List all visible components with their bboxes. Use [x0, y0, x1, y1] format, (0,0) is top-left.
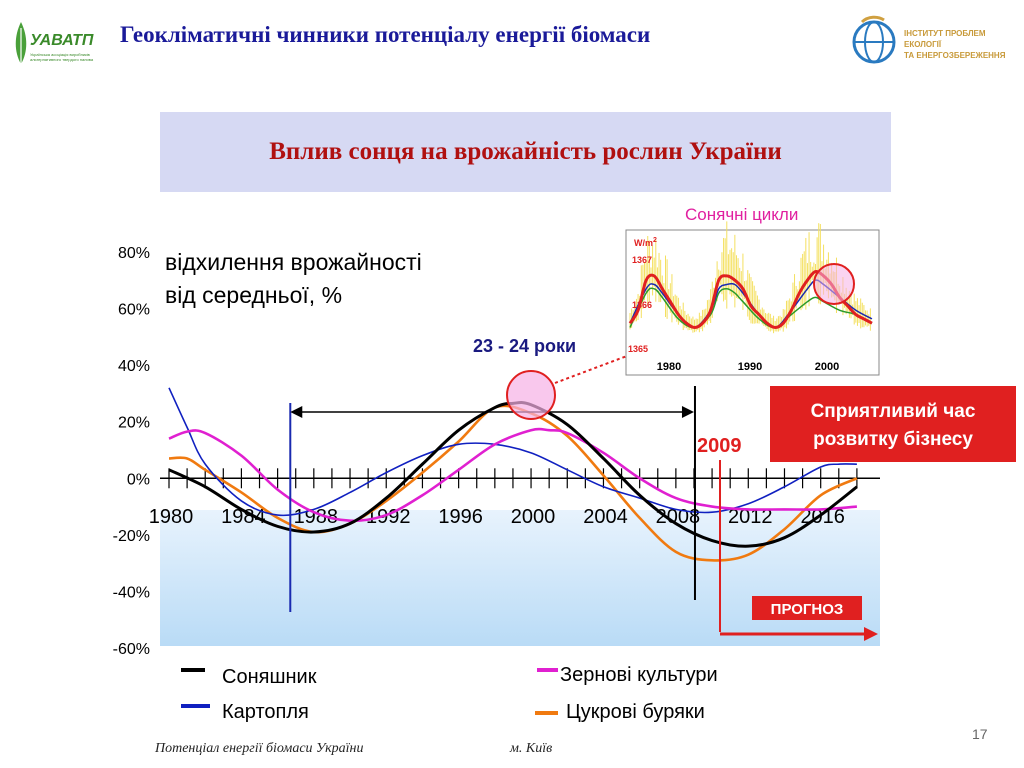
x-tick-label: 2000: [511, 506, 556, 528]
series-potato: [168, 387, 857, 517]
x-tick-label: 1980: [149, 506, 194, 528]
solar-x-tick-label: 2000: [815, 361, 839, 373]
x-tick-label: 1992: [366, 506, 411, 528]
y-tick-label: -40%: [113, 584, 150, 601]
y-tick-label: 40%: [118, 358, 150, 375]
globe-icon: [852, 15, 896, 64]
logo-right-line1: ІНСТИТУТ ПРОБЛЕМ ЕКОЛОГІЇ: [904, 29, 986, 49]
solar-max-highlight: [813, 263, 855, 305]
year-2009-label: 2009: [697, 435, 742, 457]
forecast-badge-label: ПРОГНОЗ: [771, 601, 844, 618]
favorable-time-label: розвитку бізнесу: [813, 429, 973, 450]
solar-y-tick-label: 1366: [632, 300, 652, 310]
legend-label-sunflower: Соняшник: [222, 666, 317, 688]
x-tick-label: 1996: [438, 506, 483, 528]
y-tick-label: 20%: [118, 415, 150, 432]
x-tick-label: 2012: [728, 506, 773, 528]
institute-logo: ІНСТИТУТ ПРОБЛЕМ ЕКОЛОГІЇ ТА ЕНЕРГОЗБЕРЕ…: [848, 14, 1024, 66]
x-tick-label: 2004: [583, 506, 628, 528]
solar-y-tick-label: 1367: [632, 255, 652, 265]
favorable-time-box: [770, 386, 1016, 462]
favorable-time-label: Сприятливий час: [811, 401, 976, 422]
negative-zone-background: [160, 510, 880, 646]
solar-cycles-title: Сонячні цикли: [685, 205, 798, 224]
uavatp-logo: УАВАТП Українська асоціація виробників а…: [8, 14, 104, 66]
y-tick-label: -20%: [113, 528, 150, 545]
cycle-length-label: 23 - 24 роки: [473, 336, 576, 356]
banner-title: Вплив сонця на врожайність рослин Україн…: [269, 138, 782, 165]
legend-label-sugar-beet: Цукрові буряки: [566, 701, 705, 723]
leaf-icon: [15, 22, 27, 64]
legend-label-potato: Картопля: [222, 701, 309, 723]
forecast-arrowhead: [864, 627, 878, 641]
logo-left-brand: УАВАТП: [30, 32, 94, 49]
solar-y-tick-label: 1365: [628, 344, 648, 354]
series-grains: [168, 427, 857, 523]
footer-right: м. Київ: [510, 741, 553, 756]
solar-unit-label: W/m2: [634, 237, 657, 248]
solar-x-tick-label: 1990: [738, 361, 762, 373]
y-tick-label: -60%: [113, 641, 150, 658]
page-number: 17: [972, 726, 988, 742]
cycle-arrow-left: [290, 406, 303, 418]
legend-item-sugar-beet: Цукрові буряки: [535, 701, 705, 723]
subtitle-banner: [160, 112, 891, 192]
legend-item-potato: Картопля: [181, 701, 309, 723]
x-tick-label: 1984: [221, 506, 266, 528]
page-title: Геокліматичні чинники потенціалу енергії…: [120, 22, 651, 47]
legend-item-grains: Зернові культури: [537, 664, 718, 686]
y-tick-label: 80%: [118, 245, 150, 262]
y-tick-label: 60%: [118, 302, 150, 319]
legend-item-sunflower: Соняшник: [181, 666, 317, 688]
solar-x-tick-label: 1980: [657, 361, 681, 373]
legend-label-grains: Зернові культури: [560, 664, 718, 686]
logo-right-line2: ТА ЕНЕРГОЗБЕРЕЖЕННЯ: [904, 51, 1006, 60]
logo-left-subtitle: Українська асоціація виробників альтерна…: [30, 52, 94, 62]
peak-highlight-circle: [506, 370, 556, 420]
y-tick-label: 0%: [127, 471, 150, 488]
forecast-badge: [752, 596, 862, 620]
footer-left: Потенціал енергії біомаси України: [155, 741, 364, 756]
cycle-arrow-right: [681, 406, 694, 418]
